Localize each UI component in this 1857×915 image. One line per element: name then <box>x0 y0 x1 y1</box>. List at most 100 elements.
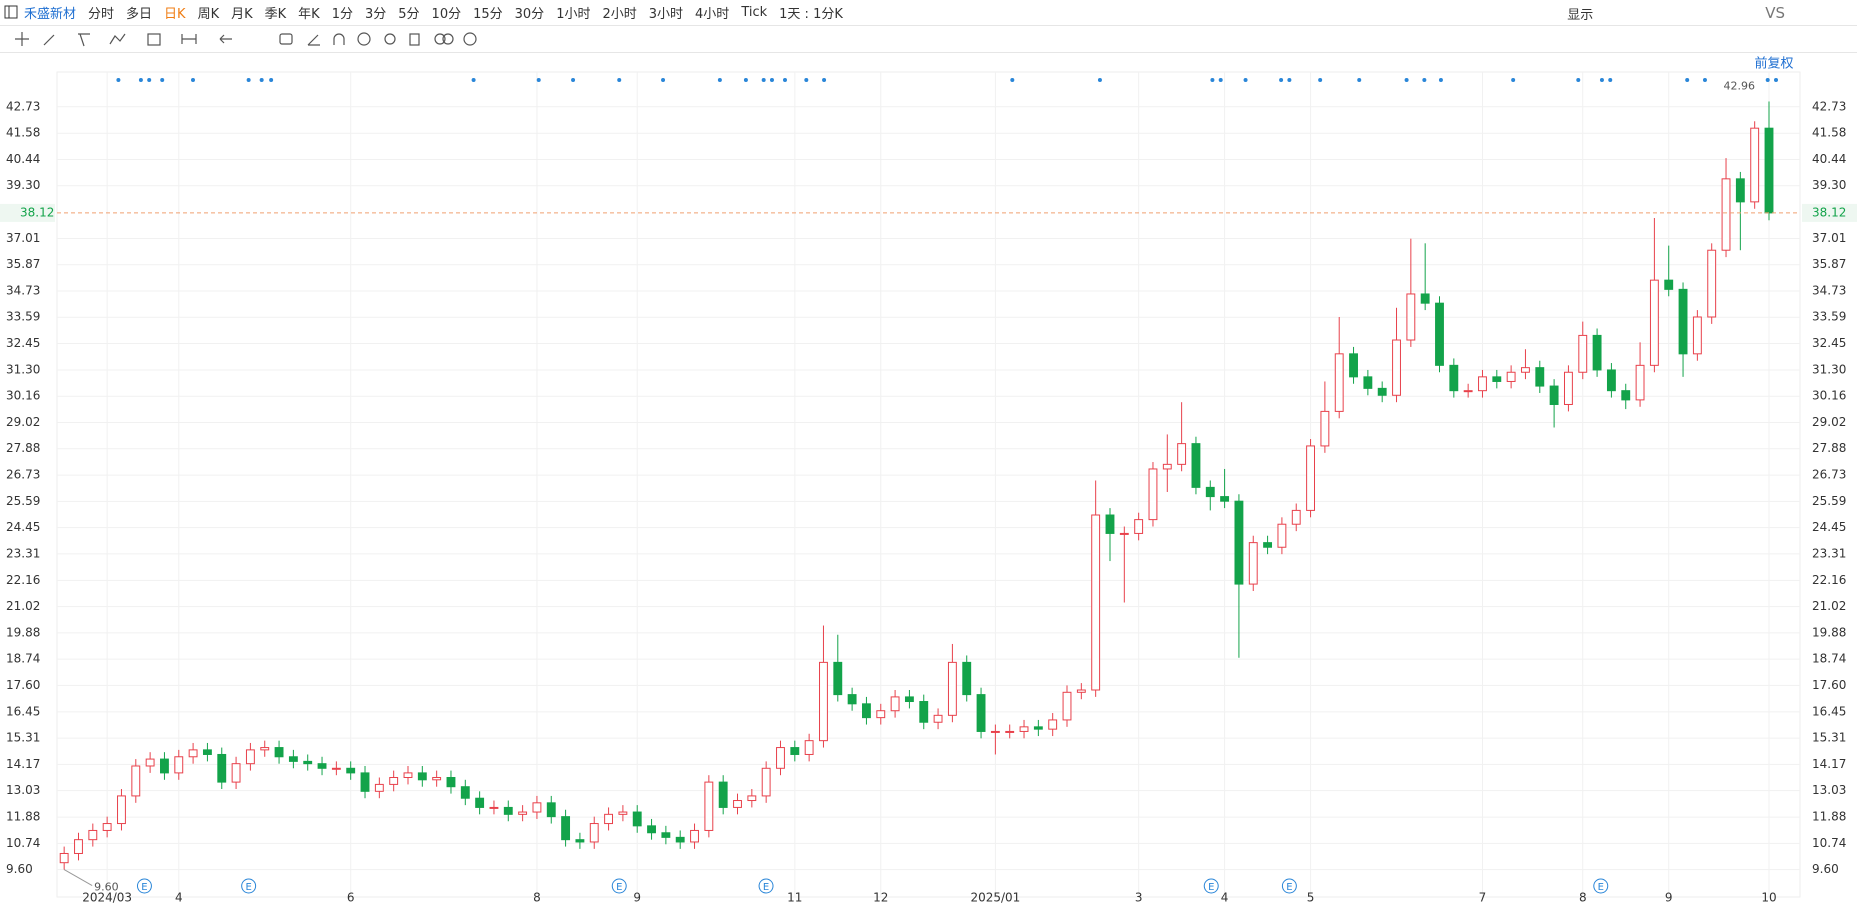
candle-body <box>990 730 1000 733</box>
candle-body <box>145 758 155 767</box>
link-icon[interactable] <box>434 33 446 45</box>
y-tick-label: 22.16 <box>6 573 40 587</box>
candle-body <box>747 795 757 802</box>
candle-body <box>1678 288 1688 355</box>
period[interactable]: Tick <box>741 5 768 20</box>
wave-icon[interactable] <box>109 33 126 45</box>
period[interactable]: 周K <box>197 7 220 22</box>
candle-body <box>417 772 427 781</box>
event-dot <box>269 78 274 82</box>
event-dot <box>1599 78 1604 82</box>
magnet-icon[interactable] <box>333 33 345 45</box>
period[interactable]: 年K <box>298 7 320 22</box>
display-menu[interactable]: 显示 <box>1567 8 1594 23</box>
candle-body <box>59 852 69 864</box>
move-icon[interactable] <box>15 32 29 46</box>
last-price-label-right: 38.12 <box>1812 205 1846 219</box>
period[interactable]: 4小时 <box>695 7 730 22</box>
settings-icon[interactable] <box>463 32 477 46</box>
max-label: 42.96 <box>1724 79 1756 92</box>
x-tick-label: 10 <box>1761 891 1776 905</box>
interval[interactable]: 1天 : 1分K <box>779 7 843 22</box>
y-tick-label-right: 22.16 <box>1812 573 1846 587</box>
candle-body <box>1248 542 1258 585</box>
y-tick-label-right: 37.01 <box>1812 231 1846 245</box>
pattern-icon[interactable] <box>147 33 161 46</box>
y-tick-label: 11.88 <box>6 810 40 824</box>
sidebar-icon[interactable] <box>4 5 18 19</box>
candle-body <box>1363 376 1373 389</box>
period[interactable]: 分时 <box>88 7 115 22</box>
x-tick-label: 2025/01 <box>970 891 1020 905</box>
candle-body <box>1334 353 1344 412</box>
event-dot <box>782 78 787 82</box>
trash-icon[interactable] <box>409 33 420 46</box>
candle-body <box>833 661 843 696</box>
candle-body <box>790 747 800 755</box>
earnings-text: E <box>1286 882 1292 893</box>
earnings-icon <box>1281 878 1297 894</box>
period[interactable]: 月K <box>231 7 253 22</box>
fib-icon[interactable] <box>78 33 90 47</box>
period-active[interactable]: 日K <box>164 7 186 22</box>
note-icon[interactable] <box>279 33 293 45</box>
candle-body <box>1291 509 1301 525</box>
period[interactable]: 多日 <box>126 7 153 22</box>
symbol[interactable]: 禾盛新材 <box>24 7 77 22</box>
candle-body <box>331 767 341 770</box>
y-tick-label-right: 25.59 <box>1812 494 1846 508</box>
candle-body <box>446 776 456 788</box>
y-tick-label-right: 42.73 <box>1812 99 1846 113</box>
drawing-toolbar <box>0 26 1857 53</box>
period[interactable]: 3分 <box>364 7 387 22</box>
right-tools: 显示 VS <box>1567 4 1797 23</box>
candle-body <box>1263 542 1273 548</box>
period[interactable]: 1分 <box>331 7 353 22</box>
candle-body <box>962 661 972 696</box>
drawing-icons <box>15 32 477 47</box>
arrow-icon[interactable] <box>219 34 232 44</box>
x-tick-label: 9 <box>1665 891 1673 905</box>
candle-body <box>475 797 485 808</box>
event-dot <box>1608 78 1613 82</box>
candle-body <box>374 783 384 792</box>
y-tick-label: 14.17 <box>6 757 40 771</box>
y-tick-label-right: 21.02 <box>1812 599 1846 613</box>
last-price-tag <box>0 203 55 222</box>
link-icon[interactable] <box>442 33 454 45</box>
eye-icon[interactable] <box>357 32 371 46</box>
period[interactable]: 2小时 <box>602 7 637 22</box>
measure-icon[interactable] <box>181 34 197 44</box>
x-tick-label: 3 <box>1135 891 1143 905</box>
candle-body <box>1478 376 1487 392</box>
candle-body <box>704 781 714 831</box>
event-dot <box>1774 78 1778 82</box>
compare[interactable]: VS <box>1765 4 1785 22</box>
period[interactable]: 10分 <box>431 7 462 22</box>
event-dot <box>571 78 576 82</box>
period[interactable]: 15分 <box>473 7 503 22</box>
x-tick-label: 5 <box>1307 891 1315 905</box>
candle-body <box>618 811 628 815</box>
candle-body <box>561 816 571 841</box>
y-tick-label-right: 33.59 <box>1812 310 1846 324</box>
period[interactable]: 季K <box>264 7 287 22</box>
earnings-icon <box>611 878 627 894</box>
angle-icon[interactable] <box>307 34 320 46</box>
candle-body <box>1005 730 1015 733</box>
candle-body <box>933 714 943 723</box>
period[interactable]: 30分 <box>514 7 545 22</box>
y-tick-label-right: 35.87 <box>1812 257 1846 271</box>
candle-body <box>317 763 327 769</box>
adjust-mode[interactable]: 前复权 <box>1754 56 1793 72</box>
line-icon[interactable] <box>43 34 55 46</box>
candle-body <box>690 829 699 843</box>
candle-body <box>890 696 900 712</box>
period[interactable]: 3小时 <box>648 7 684 22</box>
period[interactable]: 5分 <box>398 7 420 22</box>
target-icon[interactable] <box>384 33 396 45</box>
min-label: 9.60 <box>94 881 119 894</box>
x-tick-label: 7 <box>1479 891 1487 905</box>
period[interactable]: 1小时 <box>556 7 591 22</box>
y-tick-label: 39.30 <box>6 178 40 192</box>
